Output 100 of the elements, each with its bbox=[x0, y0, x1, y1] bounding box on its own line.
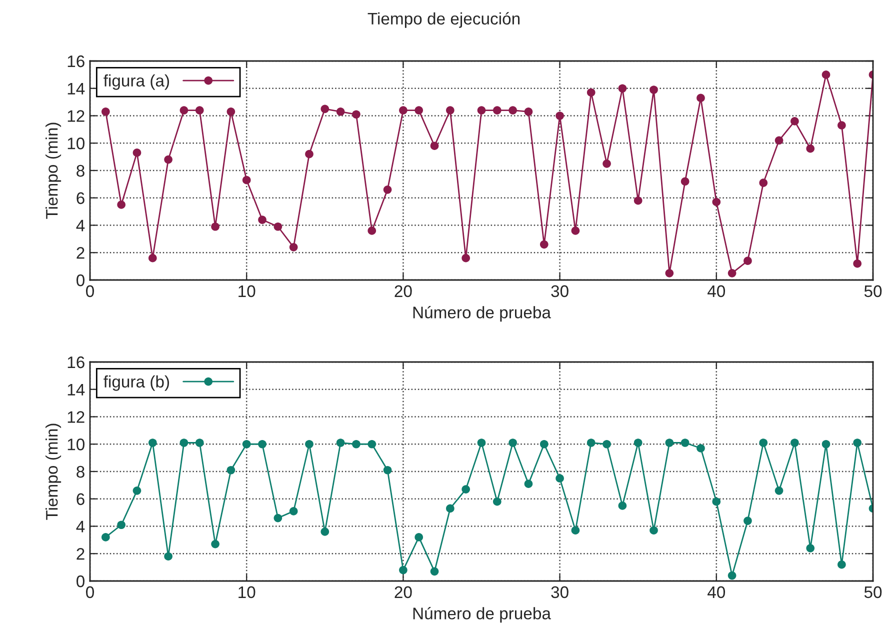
point bbox=[399, 566, 408, 574]
x-tick-label: 0 bbox=[86, 586, 94, 598]
y-tick-label: 10 bbox=[68, 438, 84, 450]
point bbox=[680, 177, 690, 186]
point bbox=[101, 107, 110, 116]
point bbox=[336, 438, 345, 447]
point bbox=[634, 196, 642, 205]
y-tick-label: 8 bbox=[76, 466, 84, 478]
x-tick-label: 40 bbox=[708, 586, 726, 598]
point bbox=[383, 466, 392, 474]
point bbox=[838, 121, 846, 130]
point bbox=[368, 440, 376, 448]
point bbox=[759, 438, 768, 447]
y-tick-label: 2 bbox=[76, 548, 84, 560]
point bbox=[477, 438, 486, 447]
point bbox=[712, 497, 721, 506]
point bbox=[305, 440, 314, 448]
x-tick-label: 20 bbox=[394, 285, 412, 298]
point bbox=[414, 533, 424, 542]
point bbox=[586, 438, 596, 447]
point bbox=[602, 440, 611, 448]
point bbox=[556, 112, 564, 120]
point bbox=[462, 254, 470, 262]
point bbox=[774, 136, 784, 145]
y-axis-title: Tiempo (min) bbox=[46, 424, 62, 520]
point bbox=[650, 86, 658, 94]
y-tick-label: 10 bbox=[68, 138, 84, 150]
point bbox=[790, 438, 799, 447]
point bbox=[352, 110, 360, 119]
y-tick-label: 8 bbox=[76, 164, 84, 177]
point bbox=[148, 438, 157, 447]
point bbox=[665, 438, 674, 447]
point bbox=[258, 440, 266, 448]
point bbox=[838, 560, 846, 569]
legend-label: figura (a) bbox=[104, 74, 169, 90]
point bbox=[414, 106, 424, 114]
point bbox=[853, 259, 862, 268]
point bbox=[274, 222, 282, 231]
point bbox=[650, 526, 658, 535]
point bbox=[383, 185, 392, 194]
point bbox=[696, 444, 705, 452]
point bbox=[524, 480, 533, 488]
point bbox=[728, 571, 736, 580]
point bbox=[430, 567, 439, 576]
point bbox=[289, 242, 298, 252]
y-tick-label: 0 bbox=[76, 575, 84, 588]
y-tick-label: 4 bbox=[76, 520, 85, 532]
legend-label: figura (b) bbox=[104, 375, 169, 391]
x-tick-label: 0 bbox=[86, 285, 94, 298]
point bbox=[492, 497, 502, 506]
point bbox=[195, 438, 204, 447]
point bbox=[524, 107, 533, 116]
point bbox=[822, 440, 830, 448]
point bbox=[618, 502, 627, 510]
point bbox=[540, 440, 548, 448]
point bbox=[117, 520, 126, 530]
point bbox=[774, 486, 784, 495]
point bbox=[305, 150, 314, 158]
point bbox=[806, 144, 815, 153]
point bbox=[712, 198, 721, 206]
point bbox=[289, 507, 298, 516]
y-tick-label: 0 bbox=[76, 274, 84, 286]
x-axis-title: Número de prueba bbox=[413, 606, 551, 623]
point bbox=[508, 438, 517, 447]
point bbox=[571, 226, 580, 235]
point bbox=[462, 485, 470, 494]
x-axis-title: Número de prueba bbox=[413, 306, 551, 322]
point bbox=[634, 438, 642, 447]
point bbox=[399, 106, 408, 114]
point bbox=[822, 70, 830, 79]
point bbox=[180, 438, 188, 447]
point bbox=[274, 514, 282, 522]
point bbox=[352, 440, 360, 448]
point bbox=[571, 526, 580, 535]
point bbox=[728, 268, 736, 278]
point bbox=[242, 440, 251, 448]
point bbox=[508, 106, 517, 114]
point bbox=[853, 438, 862, 447]
point bbox=[744, 516, 752, 525]
point bbox=[680, 438, 690, 447]
point bbox=[336, 107, 345, 116]
point bbox=[148, 254, 157, 262]
point bbox=[242, 176, 251, 184]
point bbox=[368, 226, 376, 235]
x-tick-label: 50 bbox=[864, 285, 882, 298]
point bbox=[430, 142, 439, 150]
point bbox=[211, 540, 220, 548]
point bbox=[226, 107, 236, 116]
x-tick-label: 10 bbox=[238, 586, 256, 598]
y-axis-title: Tiempo (min) bbox=[46, 122, 62, 219]
point bbox=[556, 474, 564, 483]
y-tick-label: 16 bbox=[68, 55, 84, 68]
point bbox=[446, 106, 454, 114]
point bbox=[446, 504, 454, 513]
point bbox=[320, 104, 330, 114]
y-tick-label: 6 bbox=[76, 493, 84, 506]
x-tick-label: 30 bbox=[551, 586, 568, 598]
y-tick-label: 16 bbox=[68, 356, 84, 368]
y-tick-label: 14 bbox=[68, 384, 85, 396]
x-tick-label: 40 bbox=[708, 285, 726, 298]
